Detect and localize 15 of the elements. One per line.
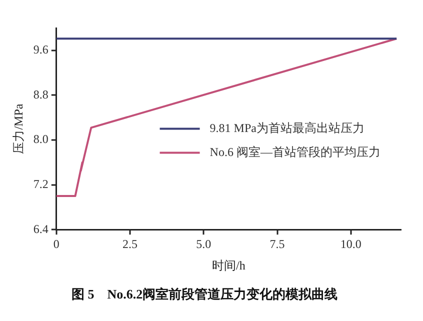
x-tick-label: 7.5 [270, 236, 285, 251]
y-tick-label: 9.6 [33, 42, 48, 57]
text: 图 5 No.6.2阀室前段管道压力变化的模拟曲线 [71, 286, 338, 302]
legend-label: 9.81 MPa为首站最高出站压力 [210, 120, 364, 135]
x-tick-label: 0 [53, 236, 60, 251]
x-tick-label: 10.0 [340, 236, 362, 251]
y-tick-label: 6.4 [33, 222, 48, 236]
x-tick-label: 5.0 [196, 236, 212, 251]
x-axis-title: 时间/h [212, 258, 246, 272]
legend-label: No.6 阀室—首站管段的平均压力 [210, 144, 380, 159]
x-tick-label: 2.5 [122, 236, 138, 251]
y-tick-label: 8.8 [33, 87, 48, 102]
y-tick-label: 7.2 [33, 176, 48, 191]
y-axis-title: 压力/MPa [11, 103, 26, 154]
y-tick-label: 8.0 [33, 132, 48, 146]
